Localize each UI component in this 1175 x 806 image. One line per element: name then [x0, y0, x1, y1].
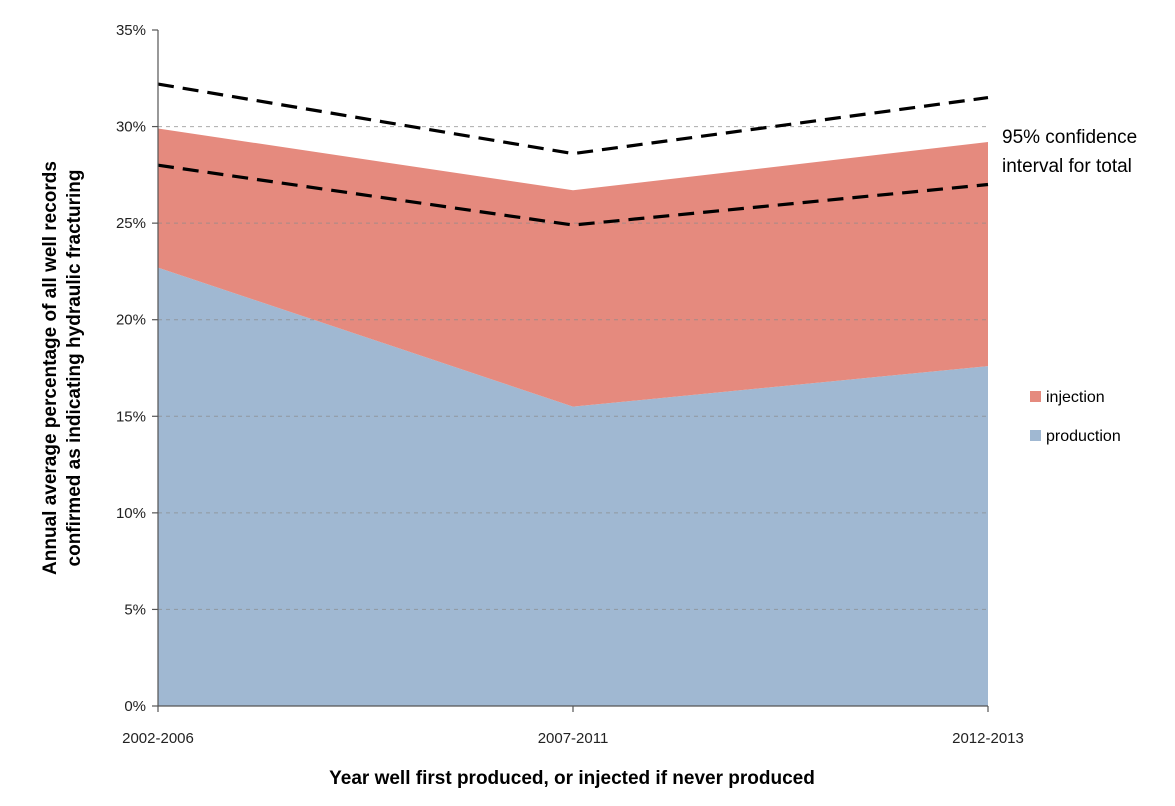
- gridlines: [158, 126, 988, 610]
- legend-swatch-production: [1030, 430, 1041, 441]
- y-tick-label: 20%: [116, 312, 146, 329]
- y-tick-label: 10%: [116, 505, 146, 522]
- ci-lower-line: [157, 163, 989, 227]
- legend-label-injection: injection: [1046, 389, 1105, 406]
- y-tick-label: 0%: [124, 698, 146, 715]
- y-tick-label: 5%: [124, 601, 146, 618]
- x-axis-title: Year well first produced, or injected if…: [329, 768, 815, 789]
- area-injection: [158, 128, 988, 407]
- axes: [152, 29, 989, 712]
- x-tick-label: 2012-2013: [952, 730, 1024, 747]
- area-production: [158, 267, 988, 706]
- y-tick-label: 25%: [116, 215, 146, 232]
- stacked-areas: [158, 128, 988, 706]
- x-tick-label: 2002-2006: [122, 730, 194, 747]
- y-tick-label: 15%: [116, 408, 146, 425]
- ci-upper-line: [157, 82, 989, 156]
- y-tick-label: 30%: [116, 119, 146, 136]
- y-tick-label: 35%: [116, 22, 146, 39]
- x-tick-labels: 2002-2006 2007-2011 2012-2013: [122, 730, 1024, 747]
- y-axis-title-line-2: confirmed as indicating hydraulic fractu…: [64, 170, 85, 567]
- legend-label-production: production: [1046, 428, 1121, 445]
- confidence-interval-lines: [157, 82, 989, 227]
- ci-annotation-line-2: interval for total: [1002, 156, 1132, 177]
- legend: injection production: [1030, 389, 1121, 445]
- ci-annotation-line-1: 95% confidence: [1002, 127, 1137, 148]
- y-axis-title-line-1: Annual average percentage of all well re…: [40, 161, 61, 575]
- y-tick-labels: 0% 5% 10% 15% 20% 25% 30% 35%: [116, 22, 146, 715]
- legend-swatch-injection: [1030, 391, 1041, 402]
- x-tick-label: 2007-2011: [538, 730, 609, 747]
